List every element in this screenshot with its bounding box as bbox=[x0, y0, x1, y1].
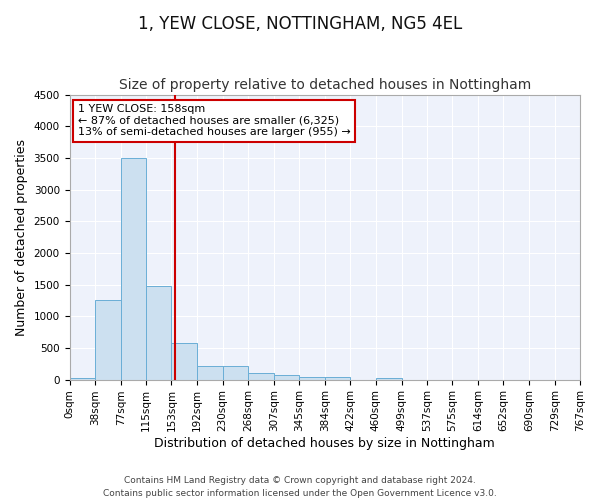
Bar bbox=[248, 373, 274, 380]
Bar bbox=[325, 377, 350, 380]
Bar bbox=[376, 378, 401, 380]
Bar bbox=[274, 376, 299, 380]
Bar bbox=[299, 377, 325, 380]
Y-axis label: Number of detached properties: Number of detached properties bbox=[15, 138, 28, 336]
X-axis label: Distribution of detached houses by size in Nottingham: Distribution of detached houses by size … bbox=[154, 437, 495, 450]
Text: Contains HM Land Registry data © Crown copyright and database right 2024.
Contai: Contains HM Land Registry data © Crown c… bbox=[103, 476, 497, 498]
Text: 1, YEW CLOSE, NOTTINGHAM, NG5 4EL: 1, YEW CLOSE, NOTTINGHAM, NG5 4EL bbox=[138, 15, 462, 33]
Bar bbox=[70, 378, 95, 380]
Bar bbox=[223, 366, 248, 380]
Text: 1 YEW CLOSE: 158sqm
← 87% of detached houses are smaller (6,325)
13% of semi-det: 1 YEW CLOSE: 158sqm ← 87% of detached ho… bbox=[77, 104, 350, 138]
Title: Size of property relative to detached houses in Nottingham: Size of property relative to detached ho… bbox=[119, 78, 531, 92]
Bar bbox=[121, 158, 146, 380]
Bar bbox=[172, 344, 197, 380]
Bar bbox=[146, 286, 172, 380]
Bar bbox=[95, 300, 121, 380]
Bar bbox=[197, 366, 223, 380]
